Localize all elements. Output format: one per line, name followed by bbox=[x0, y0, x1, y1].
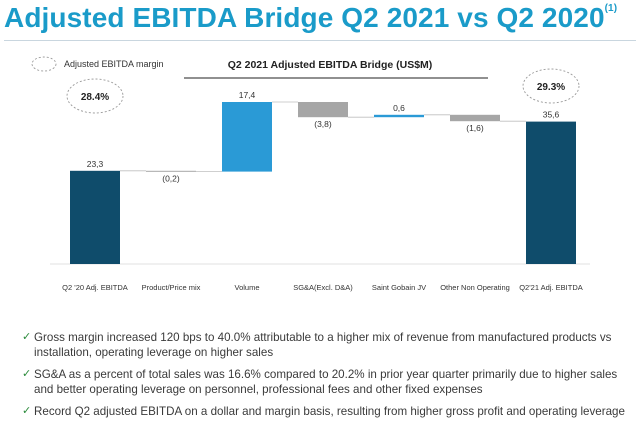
bullet-text: SG&A as a percent of total sales was 16.… bbox=[34, 368, 618, 396]
margin-label: 28.4% bbox=[81, 92, 109, 103]
legend-dashed-ellipse bbox=[31, 56, 57, 72]
bar-1 bbox=[70, 170, 120, 264]
bullet-text: Record Q2 adjusted EBITDA on a dollar an… bbox=[34, 405, 625, 418]
summary-bullets: ✓ Gross margin increased 120 bps to 40.0… bbox=[22, 330, 634, 426]
chart-title: Q2 2021 Adjusted EBITDA Bridge (US$M) bbox=[228, 59, 433, 71]
category-label: Product/Price mix bbox=[142, 283, 201, 292]
value-label: (0,2) bbox=[162, 174, 180, 184]
value-label: 23,3 bbox=[87, 159, 104, 169]
page-title-text: Adjusted EBITDA Bridge Q2 2021 vs Q2 202… bbox=[4, 2, 605, 33]
bullet-record-ebitda: ✓ Record Q2 adjusted EBITDA on a dollar … bbox=[22, 404, 634, 419]
header-divider bbox=[4, 40, 636, 41]
legend-label: Adjusted EBITDA margin bbox=[64, 59, 164, 69]
category-label: Other Non Operating bbox=[440, 283, 510, 292]
footnote-marker: (1) bbox=[604, 2, 618, 14]
bar-5 bbox=[374, 114, 424, 118]
margin-label: 29.3% bbox=[537, 82, 565, 93]
margin-ellipse bbox=[522, 68, 580, 104]
bar-2 bbox=[146, 170, 196, 172]
bar-4 bbox=[298, 102, 348, 118]
bullet-sga: ✓ SG&A as a percent of total sales was 1… bbox=[22, 367, 634, 397]
bar-3 bbox=[222, 102, 272, 172]
check-icon: ✓ bbox=[22, 405, 32, 417]
category-label: Q2 '20 Adj. EBITDA bbox=[62, 283, 128, 292]
check-icon: ✓ bbox=[22, 368, 32, 380]
category-label: Saint Gobain JV bbox=[372, 283, 426, 292]
value-label: 0,6 bbox=[393, 103, 405, 113]
value-label: (1,6) bbox=[466, 123, 484, 133]
category-label: Volume bbox=[234, 283, 259, 292]
ebitda-bridge-chart: Adjusted EBITDA margin Q2 2021 Adjusted … bbox=[31, 56, 590, 292]
value-label: 17,4 bbox=[239, 90, 256, 100]
bar-7 bbox=[526, 121, 576, 264]
value-label: 35,6 bbox=[543, 110, 560, 120]
check-icon: ✓ bbox=[22, 331, 32, 343]
category-label: SG&A(Excl. D&A) bbox=[293, 283, 353, 292]
bullet-text: Gross margin increased 120 bps to 40.0% … bbox=[34, 331, 612, 359]
page-title: Adjusted EBITDA Bridge Q2 2021 vs Q2 202… bbox=[4, 2, 617, 34]
value-label: (3,8) bbox=[314, 119, 332, 129]
bullet-gross-margin: ✓ Gross margin increased 120 bps to 40.0… bbox=[22, 330, 634, 360]
margin-ellipse bbox=[66, 78, 124, 114]
category-label: Q2'21 Adj. EBITDA bbox=[519, 283, 583, 292]
bar-6 bbox=[450, 114, 500, 122]
